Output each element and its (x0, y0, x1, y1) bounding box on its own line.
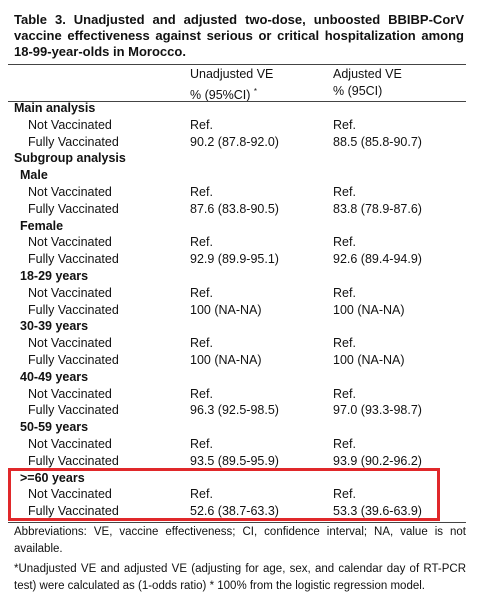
cell: Ref. (190, 185, 213, 199)
rule (8, 522, 466, 523)
group-heading: Female (20, 218, 64, 233)
row-label: Not Vaccinated (28, 386, 112, 401)
cell: 92.6 (89.4-94.9) (333, 252, 422, 267)
group-heading: 18-29 years (20, 269, 89, 283)
row-label: Fully Vaccinated (28, 201, 119, 216)
cell: Ref. (333, 185, 356, 199)
table-title: Table 3. Unadjusted and adjusted two-dos… (14, 12, 464, 59)
row-label: Fully Vaccinated (28, 134, 119, 149)
row-label: Not Vaccinated (28, 336, 112, 351)
cell: 96.3 (92.5-98.5) (190, 403, 279, 418)
cell: 97.0 (93.3-98.7) (333, 403, 422, 418)
row-label: Fully Vaccinated (28, 453, 119, 468)
group-heading: 30-39 years (20, 319, 89, 334)
cell: Ref. (333, 235, 356, 250)
cell: Ref. (190, 336, 213, 351)
row-label: Fully Vaccinated (28, 252, 119, 267)
row-label: Fully Vaccinated (28, 504, 119, 519)
group-heading: 50-59 years (20, 420, 89, 435)
cell: Ref. (190, 285, 213, 300)
section-heading: Main analysis (14, 101, 96, 115)
footnote-marker: * (253, 87, 258, 96)
rule (8, 101, 466, 102)
cell: 92.9 (89.9-95.1) (190, 252, 279, 267)
row-label: Not Vaccinated (28, 437, 112, 451)
cell: 83.8 (78.9-87.6) (333, 201, 422, 216)
highlight-box (8, 468, 440, 521)
row-label: Not Vaccinated (28, 117, 112, 132)
cell: 52.6 (38.7-63.3) (190, 504, 279, 519)
cell: Ref. (190, 235, 213, 250)
cell: Ref. (190, 487, 213, 502)
row-label: Not Vaccinated (28, 285, 112, 300)
cell: 93.9 (90.2-96.2) (333, 453, 422, 468)
column-header: Unadjusted VE (190, 67, 274, 81)
row-label: Fully Vaccinated (28, 403, 119, 418)
row-label: Not Vaccinated (28, 235, 112, 250)
footnote: Abbreviations: VE, vaccine effectiveness… (14, 526, 466, 555)
column-subheader: % (95%CI) (190, 88, 251, 103)
cell: 87.6 (83.8-90.5) (190, 201, 279, 216)
cell: 53.3 (39.6-63.9) (333, 504, 422, 519)
column-header: Adjusted VE (333, 67, 402, 81)
footnote: *Unadjusted VE and adjusted VE (adjustin… (14, 563, 466, 592)
cell: Ref. (333, 487, 356, 502)
rule (8, 64, 466, 65)
cell: Ref. (190, 437, 213, 451)
row-label: Fully Vaccinated (28, 353, 119, 367)
cell: 100 (NA-NA) (190, 302, 262, 317)
column-subheader: % (95CI) (333, 84, 383, 98)
cell: 88.5 (85.8-90.7) (333, 134, 422, 149)
cell: Ref. (333, 386, 356, 401)
cell: 100 (NA-NA) (333, 302, 405, 317)
cell: 93.5 (89.5-95.9) (190, 453, 279, 468)
cell: Ref. (190, 386, 213, 401)
group-heading: 40-49 years (20, 369, 89, 384)
cell: 100 (NA-NA) (333, 353, 405, 367)
cell: Ref. (333, 336, 356, 351)
cell: Ref. (333, 437, 356, 451)
cell: Ref. (333, 117, 356, 132)
cell: Ref. (333, 285, 356, 300)
group-heading: Male (20, 168, 48, 183)
group-heading: >=60 years (20, 470, 85, 485)
cell: 100 (NA-NA) (190, 353, 262, 367)
cell: Ref. (190, 117, 213, 132)
cell: 90.2 (87.8-92.0) (190, 134, 279, 149)
row-label: Not Vaccinated (28, 185, 112, 199)
row-label: Not Vaccinated (28, 487, 112, 502)
row-label: Fully Vaccinated (28, 302, 119, 317)
column-header: % (95%CI) * (190, 84, 257, 103)
section-heading: Subgroup analysis (14, 151, 126, 166)
